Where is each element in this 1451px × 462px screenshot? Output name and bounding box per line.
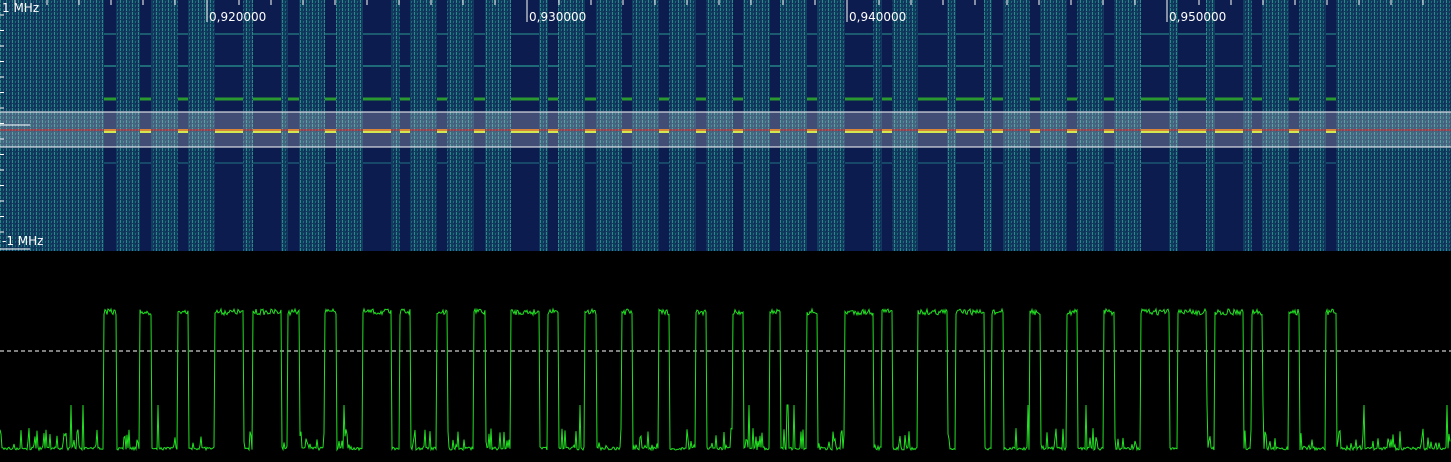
freq-ruler xyxy=(0,14,4,233)
burst xyxy=(325,0,336,251)
amplitude-trace xyxy=(0,307,1451,452)
burst xyxy=(288,0,299,251)
burst xyxy=(622,0,632,251)
burst xyxy=(511,0,539,251)
burst xyxy=(363,0,391,251)
bursts xyxy=(104,0,1336,251)
burst xyxy=(882,0,892,251)
burst xyxy=(956,0,984,251)
burst xyxy=(104,0,116,251)
time-label: 0,920000 xyxy=(209,10,266,24)
time-label: 0,940000 xyxy=(849,10,906,24)
burst xyxy=(178,0,188,251)
burst xyxy=(696,0,706,251)
burst xyxy=(1215,0,1243,251)
burst xyxy=(992,0,1003,251)
burst xyxy=(1326,0,1336,251)
burst xyxy=(659,0,669,251)
burst xyxy=(140,0,151,251)
time-label: 0,950000 xyxy=(1169,10,1226,24)
burst xyxy=(1289,0,1299,251)
burst xyxy=(918,0,947,251)
burst xyxy=(807,0,817,251)
burst xyxy=(1104,0,1114,251)
burst xyxy=(1030,0,1040,251)
time-ruler: 0,920000 0,930000 0,940000 0,950000 xyxy=(14,0,1424,24)
burst xyxy=(770,0,780,251)
burst xyxy=(733,0,743,251)
burst xyxy=(253,0,281,251)
amplitude-plot[interactable] xyxy=(0,251,1451,462)
freq-top-label: 1 MHz xyxy=(2,1,39,15)
burst xyxy=(548,0,558,251)
burst xyxy=(1252,0,1262,251)
burst xyxy=(400,0,410,251)
burst xyxy=(1178,0,1206,251)
freq-bottom-label: -1 MHz xyxy=(2,234,43,248)
burst xyxy=(585,0,596,251)
time-label: 0,930000 xyxy=(529,10,586,24)
burst xyxy=(1067,0,1077,251)
burst xyxy=(474,0,485,251)
burst xyxy=(845,0,873,251)
burst xyxy=(437,0,447,251)
burst xyxy=(215,0,243,251)
burst xyxy=(1141,0,1169,251)
